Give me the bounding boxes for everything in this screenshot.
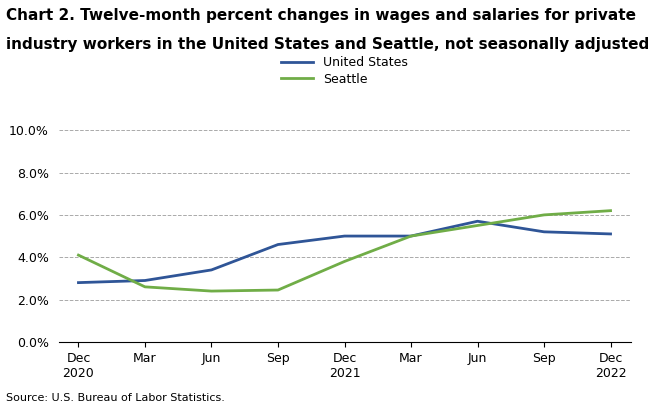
Line: Seattle: Seattle (79, 211, 610, 291)
Seattle (141, 284, 149, 289)
United States (141, 278, 149, 283)
Seattle (75, 253, 83, 258)
Line: United States: United States (79, 221, 610, 282)
Legend: United States, Seattle: United States, Seattle (281, 56, 408, 86)
Text: industry workers in the United States and Seattle, not seasonally adjusted: industry workers in the United States an… (6, 37, 650, 52)
United States (75, 280, 83, 285)
Seattle (606, 208, 614, 213)
Seattle (540, 212, 548, 217)
Seattle (407, 234, 415, 239)
United States (341, 234, 348, 239)
Seattle (207, 289, 215, 293)
United States (540, 230, 548, 234)
United States (274, 242, 282, 247)
Seattle (474, 223, 482, 228)
United States (207, 267, 215, 272)
United States (407, 234, 415, 239)
United States (606, 232, 614, 236)
Seattle (341, 259, 348, 264)
Text: Chart 2. Twelve-month percent changes in wages and salaries for private: Chart 2. Twelve-month percent changes in… (6, 8, 636, 23)
Text: Source: U.S. Bureau of Labor Statistics.: Source: U.S. Bureau of Labor Statistics. (6, 393, 226, 403)
Seattle (274, 288, 282, 293)
United States (474, 219, 482, 224)
